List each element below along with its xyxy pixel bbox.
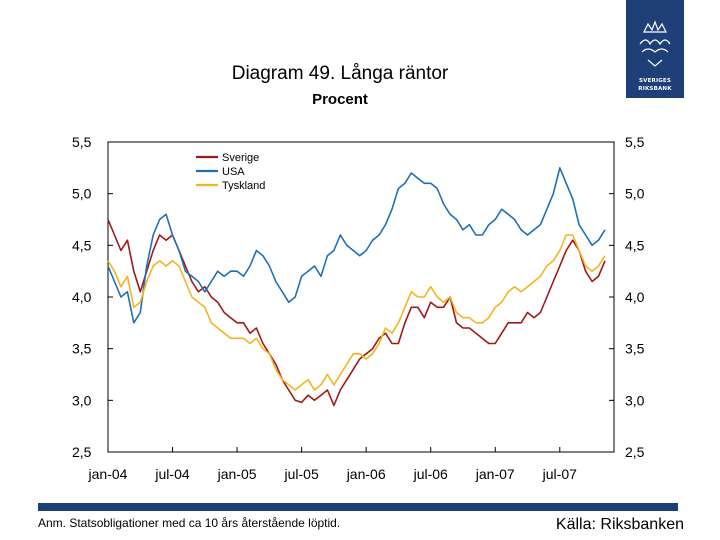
y-tick-label-right: 3,5 bbox=[625, 341, 645, 357]
y-tick-label-left: 3,0 bbox=[72, 392, 92, 408]
source-credit: Källa: Riksbanken bbox=[555, 516, 684, 533]
y-tick-label-right: 2,5 bbox=[625, 444, 645, 460]
riksbank-logo bbox=[626, 0, 684, 98]
legend-label-tyskland: Tyskland bbox=[222, 180, 265, 192]
footnote: Anm. Statsobligationer med ca 10 års åte… bbox=[38, 516, 341, 530]
x-tick-label: jan-06 bbox=[346, 466, 386, 482]
plot-frame bbox=[107, 141, 615, 453]
y-tick-label-left: 4,5 bbox=[72, 237, 92, 253]
x-tick-label: jul-05 bbox=[283, 466, 318, 482]
series-line-tyskland bbox=[107, 234, 606, 391]
y-tick-label-left: 5,5 bbox=[72, 134, 92, 150]
x-tick-label: jan-04 bbox=[88, 466, 128, 482]
chart-subtitle: Procent bbox=[312, 91, 368, 108]
y-tick-label-right: 5,0 bbox=[625, 186, 645, 202]
chart-title: Diagram 49. Långa räntor bbox=[231, 63, 449, 84]
x-tick-label: jul-04 bbox=[154, 466, 189, 482]
legend-label-sverige: Sverige bbox=[222, 152, 259, 164]
series-line-sverige bbox=[107, 219, 606, 407]
x-tick-label: jan-07 bbox=[475, 466, 515, 482]
y-tick-label-right: 4,5 bbox=[625, 237, 645, 253]
x-tick-label: jan-05 bbox=[217, 466, 257, 482]
legend-label-usa: USA bbox=[222, 166, 245, 178]
y-tick-label-right: 3,0 bbox=[625, 392, 645, 408]
y-tick-label-right: 4,0 bbox=[625, 289, 645, 305]
y-tick-label-left: 4,0 bbox=[72, 289, 92, 305]
logo-wordmark-line1: SVERIGES bbox=[638, 78, 672, 84]
footer-bar bbox=[38, 503, 678, 511]
y-tick-label-left: 3,5 bbox=[72, 341, 92, 357]
y-tick-label-right: 5,5 bbox=[625, 134, 645, 150]
y-tick-label-left: 2,5 bbox=[72, 444, 92, 460]
logo-wordmark-line2: RIKSBANK bbox=[638, 86, 672, 92]
series-line-usa bbox=[107, 167, 606, 324]
y-tick-label-left: 5,0 bbox=[72, 186, 92, 202]
x-tick-label: jul-07 bbox=[542, 466, 577, 482]
crown-emblem-icon bbox=[639, 20, 671, 67]
x-tick-label: jul-06 bbox=[413, 466, 448, 482]
